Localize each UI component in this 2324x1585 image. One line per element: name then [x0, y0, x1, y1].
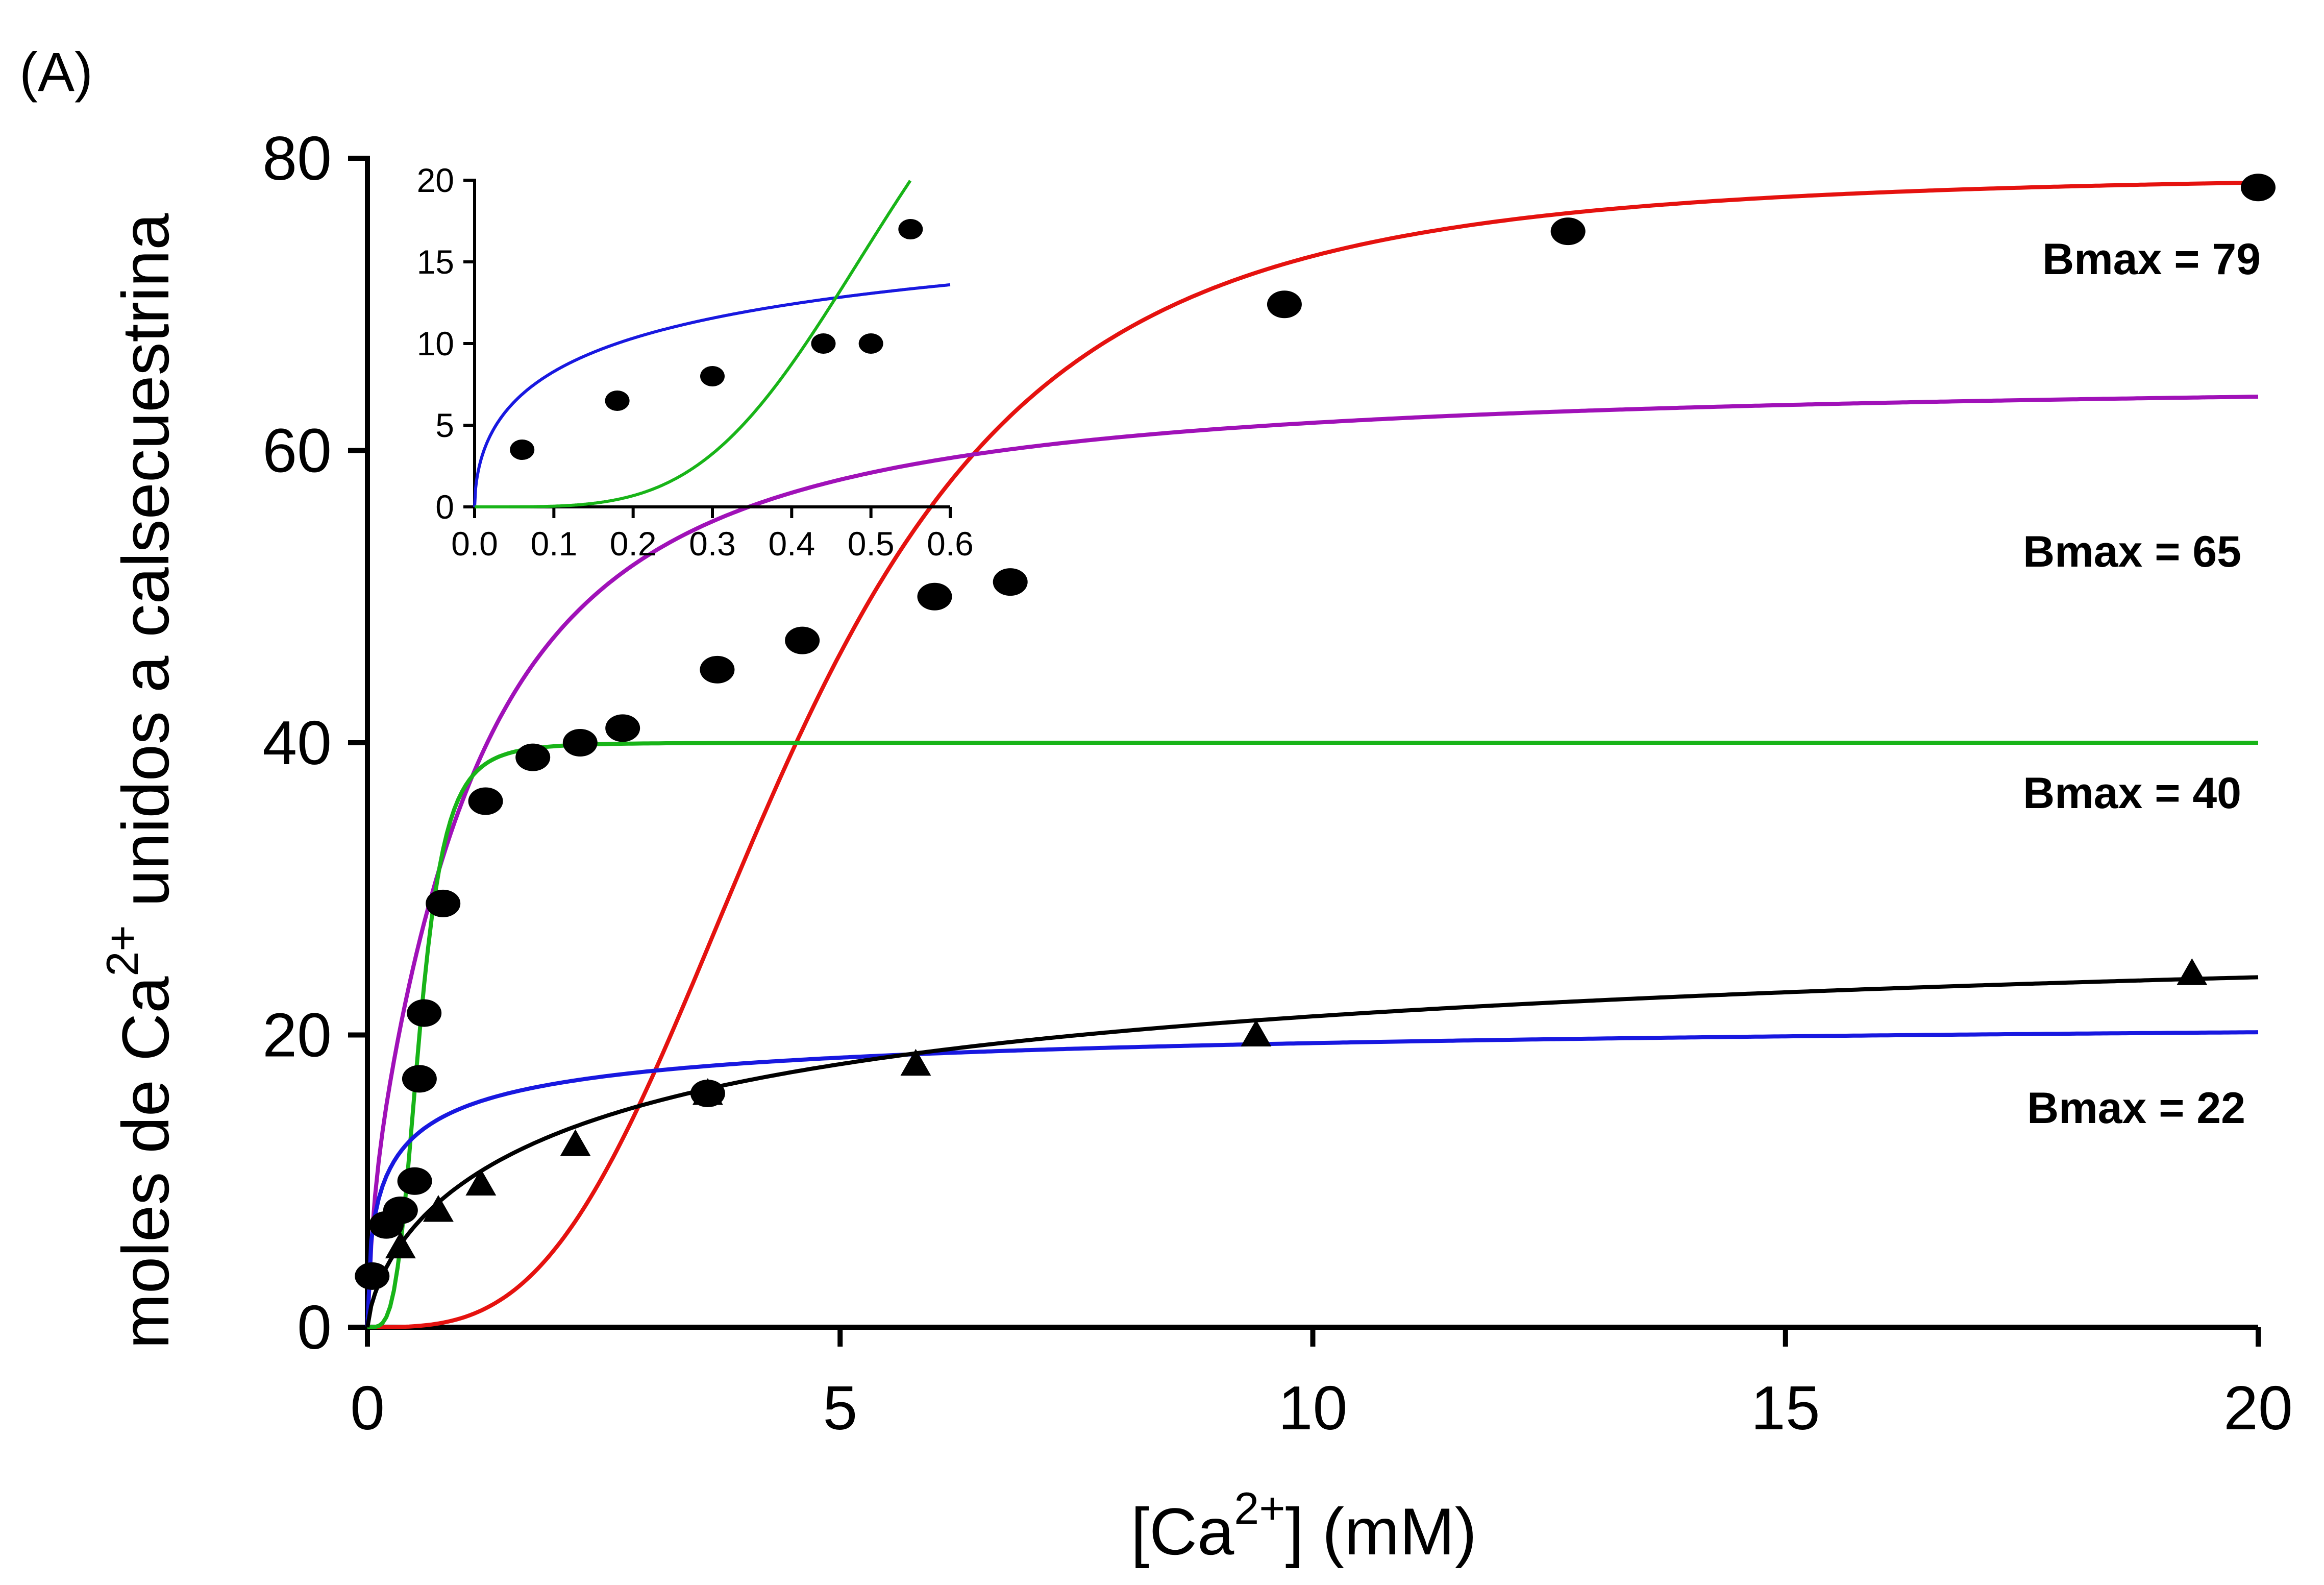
inset-y-tick-label: 15 — [417, 243, 454, 281]
x-axis-title: [Ca2+] (mM) — [1131, 1483, 1477, 1569]
main-data-point — [369, 1211, 404, 1239]
main-x-tick-label: 20 — [2223, 1373, 2293, 1443]
main-curves — [365, 180, 2259, 1329]
main-x-tick-label: 15 — [1751, 1373, 1820, 1443]
main-axes: 0 5 10 15 20 0 20 40 60 80 — [262, 124, 2293, 1443]
main-fit-curve-1 — [365, 395, 2259, 1328]
main-points — [355, 174, 2276, 1290]
main-data-point — [1267, 290, 1302, 319]
inset-y-tick-label: 10 — [417, 325, 454, 362]
main-y-tick-label: 80 — [262, 124, 332, 193]
inset-data-point — [510, 440, 535, 460]
main-x-tick-label: 0 — [350, 1373, 385, 1443]
inset-data-point — [605, 391, 630, 411]
inset-fit-curve-1 — [474, 180, 912, 508]
main-data-point-triangle — [1241, 1019, 1272, 1046]
inset-y-tick-label: 0 — [435, 488, 454, 526]
main-data-point-triangle — [423, 1195, 454, 1222]
main-data-point — [468, 787, 503, 815]
main-y-tick-label: 20 — [262, 1001, 332, 1070]
main-data-point-triangle — [900, 1048, 931, 1076]
main-data-point — [397, 1167, 432, 1195]
main-x-tick-label: 5 — [823, 1373, 857, 1443]
main-data-point-triangle — [385, 1231, 416, 1259]
main-data-point — [917, 582, 952, 611]
inset-x-tick-label: 0.6 — [927, 525, 974, 563]
main-data-point — [605, 714, 640, 742]
inset-data-point — [898, 219, 923, 239]
main-fit-curve-4 — [365, 975, 2259, 1328]
main-fit-curve-0 — [367, 180, 2259, 1329]
main-data-point — [562, 729, 598, 757]
main-fit-curve-3 — [365, 1030, 2259, 1328]
main-data-point — [700, 655, 735, 684]
inset-x-tick-label: 0.4 — [768, 525, 815, 563]
inset-data-point — [700, 366, 725, 386]
main-y-tick-label: 60 — [262, 416, 332, 485]
main-data-point — [355, 1262, 390, 1290]
inset-data-point — [811, 333, 836, 354]
bmax-label-79: Bmax = 79 — [2042, 235, 2261, 284]
inset-axes: 0.0 0.1 0.2 0.3 0.4 0.5 0.6 0 5 10 15 20 — [417, 161, 974, 563]
main-data-point — [785, 626, 820, 654]
main-data-point — [993, 568, 1028, 596]
y-axis-title-superscript: 2+ — [97, 925, 147, 976]
x-axis-title-main: [Ca — [1131, 1494, 1234, 1569]
y-axis-title-main: moles de Ca — [108, 976, 183, 1349]
x-axis-title-unit: ] (mM) — [1285, 1494, 1477, 1569]
inset-y-tick-label: 20 — [417, 161, 454, 199]
main-data-point — [1550, 217, 1586, 246]
inset-points — [510, 219, 923, 460]
main-data-point — [407, 999, 442, 1027]
main-data-point — [515, 743, 551, 771]
y-axis-title-rest: unidos a calsecuestrina — [108, 213, 183, 925]
main-data-point-triangle — [2177, 958, 2208, 985]
panel-label: (A) — [19, 41, 93, 103]
inset-x-tick-label: 0.5 — [848, 525, 895, 563]
main-data-point — [402, 1065, 437, 1093]
main-y-tick-label: 40 — [262, 708, 332, 777]
inset-fit-curve-0 — [473, 283, 951, 507]
x-axis-title-superscript: 2+ — [1234, 1483, 1285, 1533]
main-data-point — [426, 889, 461, 917]
inset-x-tick-label: 0.2 — [610, 525, 657, 563]
main-data-point-triangle — [692, 1078, 723, 1105]
main-fit-curve-2 — [367, 741, 2258, 1329]
inset-data-point — [858, 333, 883, 354]
inset-y-tick-label: 5 — [435, 406, 454, 444]
bmax-label-65: Bmax = 65 — [2023, 527, 2241, 576]
inset-x-tick-label: 0.0 — [451, 525, 498, 563]
inset-x-tick-label: 0.3 — [689, 525, 736, 563]
y-axis-title: moles de Ca2+ unidos a calsecuestrina — [97, 213, 183, 1349]
bmax-label-40: Bmax = 40 — [2023, 769, 2241, 818]
main-data-point-triangle — [560, 1129, 591, 1156]
main-data-point — [2241, 174, 2276, 202]
inset-curves — [473, 180, 951, 508]
main-x-tick-label: 10 — [1278, 1373, 1348, 1443]
inset-x-tick-label: 0.1 — [530, 525, 577, 563]
main-data-point-triangle — [465, 1168, 497, 1196]
main-y-tick-label: 0 — [297, 1293, 332, 1362]
bmax-label-22: Bmax = 22 — [2027, 1084, 2245, 1133]
